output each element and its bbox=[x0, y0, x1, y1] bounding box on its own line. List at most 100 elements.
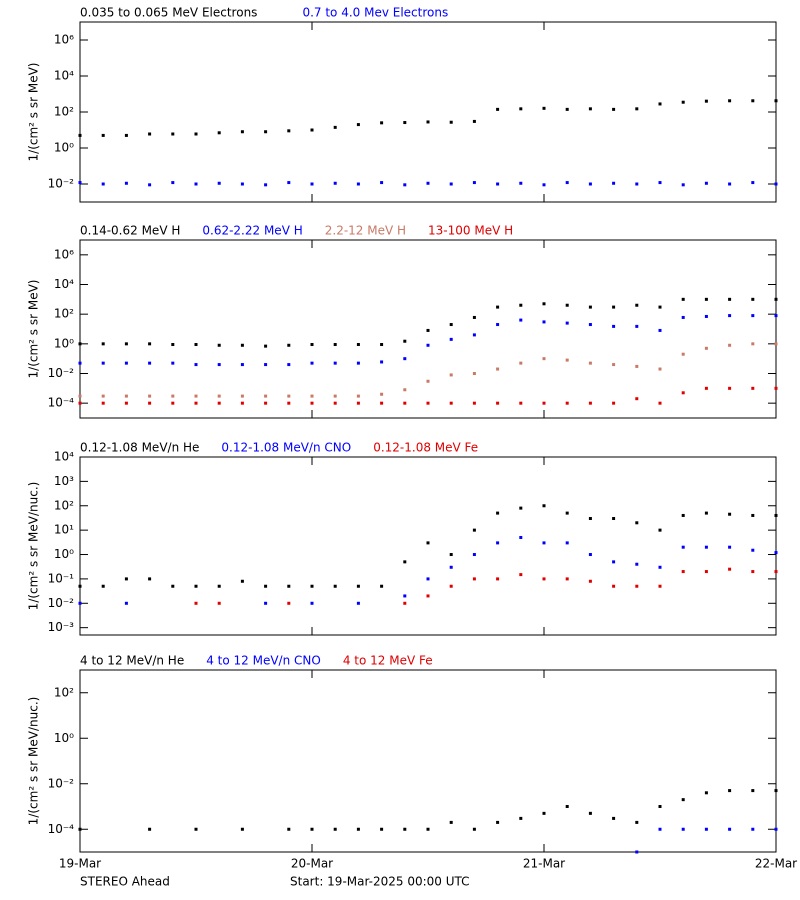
data-point bbox=[356, 394, 360, 398]
data-point bbox=[449, 584, 453, 588]
x-tick-label: 20-Mar bbox=[291, 857, 333, 871]
data-point bbox=[171, 132, 175, 136]
data-point bbox=[635, 850, 639, 854]
data-point bbox=[194, 132, 198, 136]
data-point bbox=[124, 133, 128, 137]
data-point bbox=[496, 511, 500, 515]
data-point bbox=[588, 517, 592, 521]
data-point bbox=[380, 392, 384, 396]
data-point bbox=[496, 820, 500, 824]
data-point bbox=[681, 513, 685, 517]
data-point bbox=[333, 394, 337, 398]
data-point bbox=[751, 827, 755, 831]
legend-entry: 4 to 12 MeV/n He bbox=[80, 654, 184, 668]
data-point bbox=[78, 342, 82, 346]
y-tick-label: 10⁻³ bbox=[48, 620, 75, 634]
data-point bbox=[148, 361, 152, 365]
data-point bbox=[124, 401, 128, 405]
y-tick-label: 10⁻² bbox=[48, 366, 75, 380]
data-point bbox=[194, 394, 198, 398]
data-point bbox=[565, 303, 569, 307]
y-tick-label: 10⁶ bbox=[54, 33, 74, 47]
data-point bbox=[519, 303, 523, 307]
data-point bbox=[124, 361, 128, 365]
data-point bbox=[588, 401, 592, 405]
data-point bbox=[774, 827, 778, 831]
data-point bbox=[310, 584, 314, 588]
data-point bbox=[380, 584, 384, 588]
data-point bbox=[148, 401, 152, 405]
data-point bbox=[171, 584, 175, 588]
data-point bbox=[148, 577, 152, 581]
data-point bbox=[449, 401, 453, 405]
data-point bbox=[217, 601, 221, 605]
data-point bbox=[78, 133, 82, 137]
data-point bbox=[774, 386, 778, 390]
data-point bbox=[310, 401, 314, 405]
data-point bbox=[565, 181, 569, 185]
data-point bbox=[565, 805, 569, 808]
plot-frame bbox=[79, 456, 777, 636]
data-point bbox=[426, 120, 430, 124]
data-point bbox=[426, 577, 430, 581]
y-tick-label: 10² bbox=[54, 307, 74, 321]
data-point bbox=[148, 827, 152, 831]
data-point bbox=[148, 183, 152, 187]
data-point bbox=[449, 553, 453, 557]
data-point bbox=[681, 391, 685, 395]
y-tick-label: 10³ bbox=[54, 474, 74, 488]
data-point bbox=[472, 553, 476, 557]
y-tick-label: 10⁰ bbox=[54, 731, 74, 745]
data-point bbox=[194, 601, 198, 605]
data-point bbox=[681, 352, 685, 356]
data-point bbox=[588, 553, 592, 557]
data-point bbox=[704, 346, 708, 350]
data-point bbox=[380, 121, 384, 125]
data-point bbox=[380, 360, 384, 364]
data-point bbox=[588, 107, 592, 111]
legend-entry: 0.12-1.08 MeV Fe bbox=[373, 441, 478, 455]
data-point bbox=[403, 357, 407, 361]
data-point bbox=[542, 541, 546, 545]
data-point bbox=[426, 328, 430, 332]
data-point bbox=[612, 584, 616, 588]
data-point bbox=[496, 541, 500, 545]
data-point bbox=[356, 827, 360, 831]
data-point bbox=[728, 789, 732, 793]
data-point bbox=[728, 99, 732, 103]
data-point bbox=[496, 323, 500, 327]
data-point bbox=[171, 401, 175, 405]
data-point bbox=[171, 343, 175, 347]
data-point bbox=[728, 297, 732, 301]
data-point bbox=[635, 182, 639, 186]
data-point bbox=[148, 394, 152, 398]
data-point bbox=[240, 579, 244, 583]
data-point bbox=[635, 820, 639, 824]
data-point bbox=[264, 130, 268, 134]
data-point bbox=[101, 401, 105, 405]
data-point bbox=[681, 315, 685, 319]
data-point bbox=[217, 343, 221, 347]
data-point bbox=[472, 181, 476, 185]
data-point bbox=[240, 343, 244, 347]
data-point bbox=[194, 584, 198, 588]
data-point bbox=[728, 343, 732, 347]
data-point bbox=[519, 506, 523, 510]
data-point bbox=[148, 132, 152, 136]
data-point bbox=[78, 827, 82, 831]
data-point bbox=[658, 805, 662, 808]
data-point bbox=[310, 182, 314, 186]
y-tick-label: 10⁴ bbox=[54, 450, 74, 464]
x-tick-label: 19-Mar bbox=[59, 857, 101, 871]
data-point bbox=[287, 584, 291, 588]
data-point bbox=[403, 183, 407, 187]
data-point bbox=[542, 302, 546, 306]
data-point bbox=[751, 513, 755, 517]
y-axis-title: 1/(cm² s sr MeV) bbox=[27, 63, 41, 162]
data-point bbox=[264, 183, 268, 187]
data-point bbox=[287, 401, 291, 405]
data-point bbox=[426, 181, 430, 185]
footer-left: STEREO Ahead bbox=[80, 875, 170, 889]
data-point bbox=[426, 343, 430, 347]
